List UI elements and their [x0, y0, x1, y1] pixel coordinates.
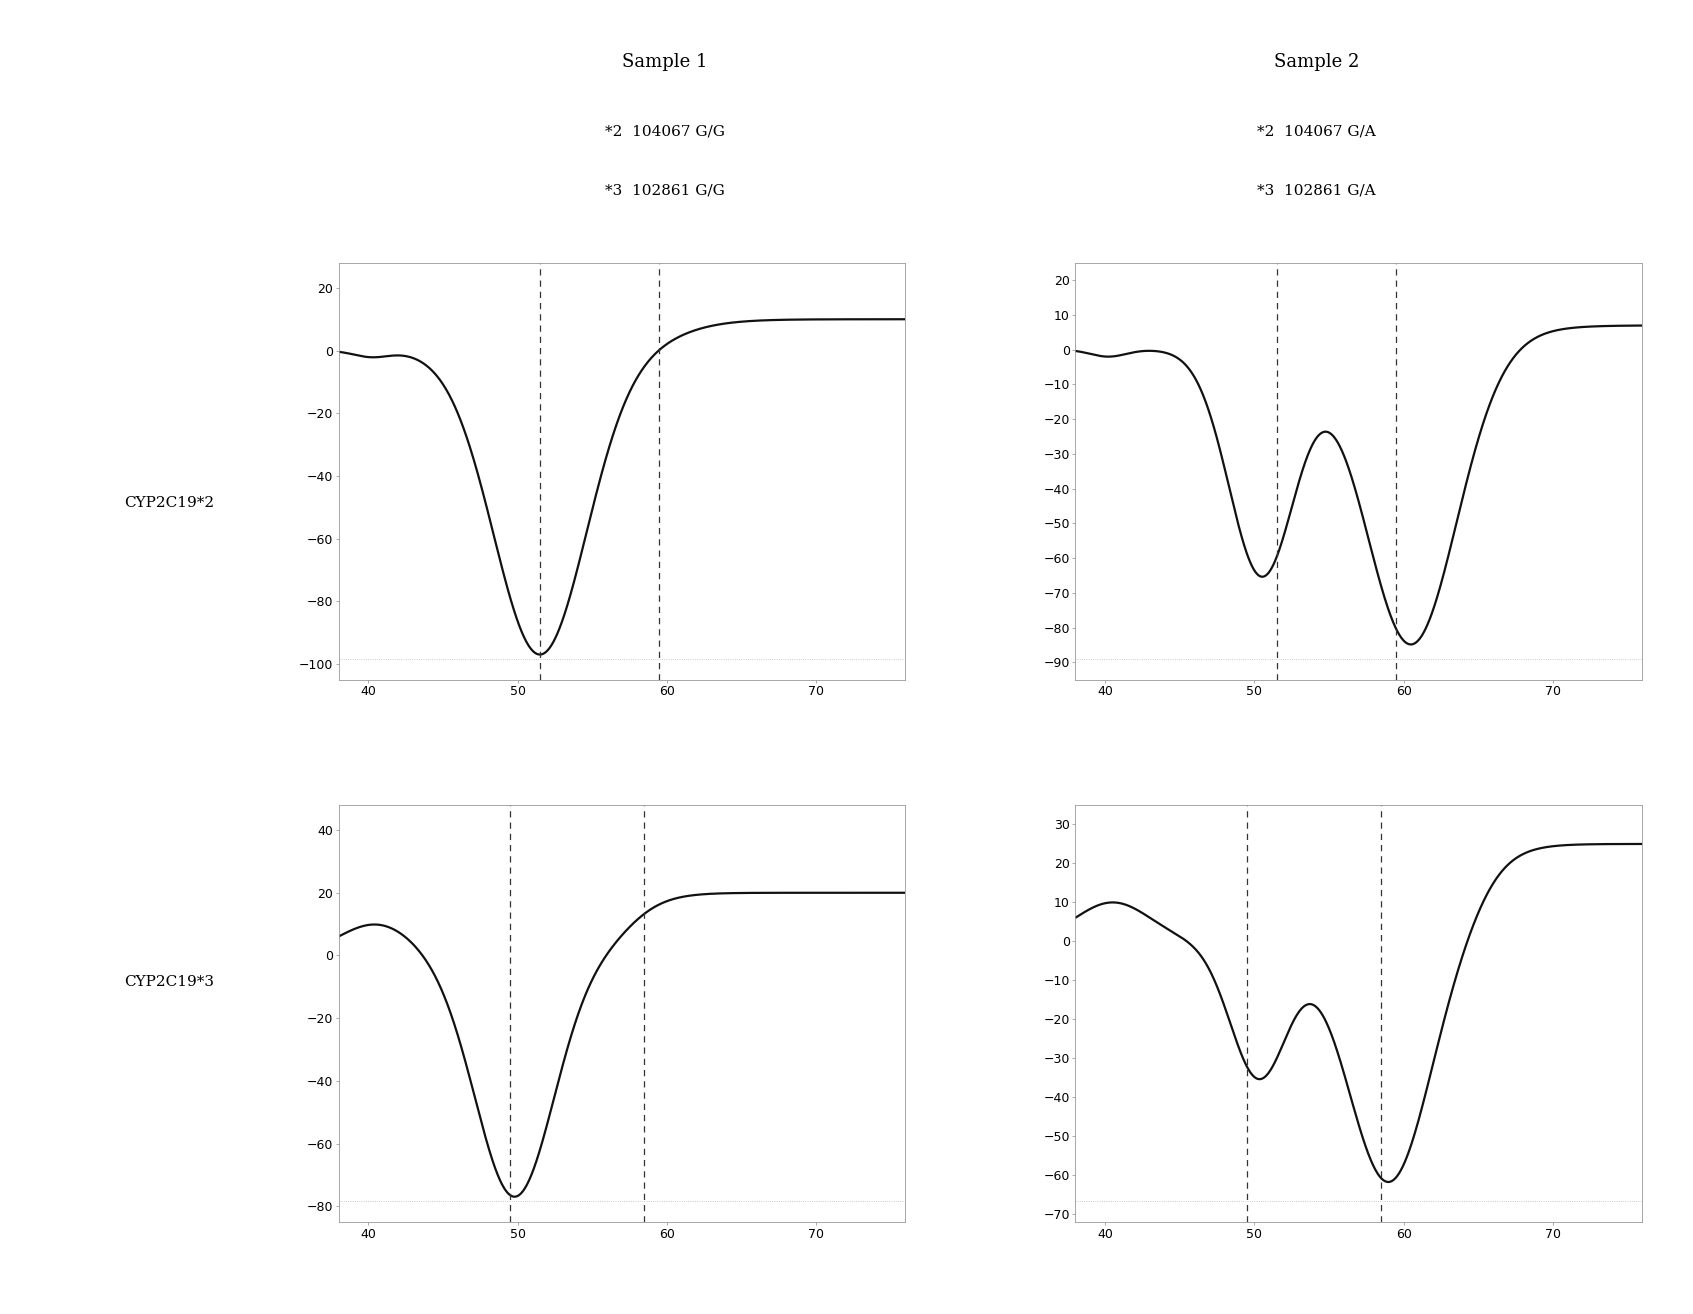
Text: *2  104067 G/G: *2 104067 G/G: [604, 125, 725, 139]
Text: CYP2C19*3: CYP2C19*3: [124, 975, 215, 989]
Text: CYP2C19*2: CYP2C19*2: [124, 495, 215, 510]
Text: Sample 1: Sample 1: [621, 53, 708, 71]
Text: *3  102861 G/G: *3 102861 G/G: [604, 184, 725, 198]
Text: *2  104067 G/A: *2 104067 G/A: [1256, 125, 1376, 139]
Text: *3  102861 G/A: *3 102861 G/A: [1256, 184, 1376, 198]
Text: Sample 2: Sample 2: [1273, 53, 1359, 71]
